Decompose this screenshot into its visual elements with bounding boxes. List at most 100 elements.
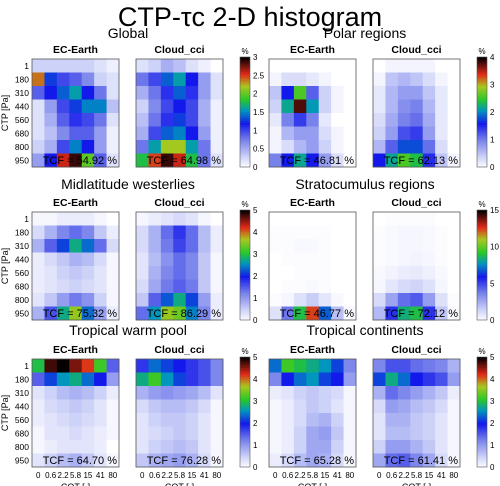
heatmap-cell	[422, 126, 436, 141]
heatmap-cell	[410, 293, 424, 307]
heatmap-cell	[148, 266, 162, 280]
heatmap-cell	[173, 59, 187, 73]
heatmap-cell	[343, 426, 357, 441]
heatmap-cell	[44, 453, 58, 468]
panel-title: EC-Earth	[53, 197, 98, 209]
x-tick-label: 5.8	[307, 471, 319, 480]
heatmap-cell	[106, 113, 120, 127]
heatmap-cell	[94, 413, 107, 427]
heatmap-cell	[343, 413, 357, 427]
colorbar-segment	[240, 250, 250, 253]
colorbar-segment	[477, 364, 487, 367]
heatmap-cell	[69, 293, 83, 307]
heatmap-cell	[269, 72, 282, 87]
heatmap-cell	[293, 372, 307, 387]
colorbar-segment	[240, 413, 250, 417]
heatmap-cell	[198, 386, 211, 400]
heatmap-cell	[422, 153, 436, 168]
heatmap-cell	[148, 306, 162, 321]
heatmap-cell	[185, 293, 199, 307]
heatmap-cell	[44, 359, 58, 373]
heatmap-cell	[343, 225, 357, 240]
colorbar-segment	[240, 318, 250, 321]
heatmap-cell	[148, 99, 162, 114]
colorbar-segment	[477, 448, 487, 451]
heatmap-cell	[410, 59, 424, 73]
colorbar: % 0 1 2 3 4 5	[476, 347, 495, 472]
colorbar-segment	[477, 91, 487, 95]
heatmap-cell	[94, 99, 107, 114]
colorbar-segment	[240, 159, 250, 162]
colorbar-segment	[477, 222, 487, 226]
colorbar-segment	[240, 243, 250, 246]
heatmap-cell	[198, 266, 211, 280]
heatmap-cell	[293, 72, 307, 87]
heatmap-cell	[173, 306, 187, 321]
y-tick-label: 440	[15, 101, 29, 111]
colorbar-segment	[240, 115, 250, 118]
heatmap-cell	[318, 113, 332, 127]
heatmap-cell	[318, 426, 332, 441]
heatmap-cell	[69, 252, 83, 267]
heatmap-cell	[32, 59, 45, 73]
heatmap-cell	[373, 59, 386, 73]
colorbar-segment	[240, 68, 250, 71]
colorbar-segment	[477, 391, 487, 395]
heatmap-cell	[173, 372, 187, 387]
colorbar-segment	[477, 279, 487, 282]
colorbar-segment	[477, 261, 487, 264]
colorbar-segment	[240, 119, 250, 122]
heatmap-cell	[373, 153, 386, 168]
heatmap-cell	[210, 426, 224, 441]
colorbar-segment	[477, 283, 487, 286]
heatmap-cell	[32, 372, 45, 387]
heatmap-cell	[343, 126, 357, 141]
colorbar-segment	[477, 88, 487, 91]
heatmap-cell	[160, 212, 174, 226]
heatmap-cell	[94, 293, 107, 307]
heatmap-cell	[306, 453, 320, 468]
colorbar-segment	[477, 318, 487, 321]
region-group: Tropical warm pool EC-Earth TCF = 64.70 % 1…	[0, 322, 258, 486]
heatmap-cell	[69, 99, 83, 114]
heatmap-cell	[32, 239, 45, 253]
heatmap-cell	[281, 153, 295, 168]
x-tick-label: 0.6	[282, 471, 294, 480]
colorbar-segment	[477, 239, 487, 242]
colorbar-tick-label: 1	[253, 441, 258, 450]
heatmap-cell	[293, 440, 307, 454]
heatmap-cell	[44, 239, 58, 253]
heatmap-cell	[198, 126, 211, 141]
colorbar-segment	[477, 281, 487, 284]
colorbar-segment	[477, 119, 487, 122]
heatmap-cell	[293, 386, 307, 400]
heatmap-cell	[44, 386, 58, 400]
colorbar-segment	[477, 123, 487, 126]
colorbar-segment	[477, 296, 487, 299]
colorbar-segment	[477, 161, 487, 164]
heatmap-cell	[210, 266, 224, 280]
region-title: Global	[108, 25, 148, 41]
panel-title: Cloud_cci	[391, 344, 441, 356]
y-axis-label: CTP [Pa]	[0, 95, 10, 131]
colorbar-segment	[477, 445, 487, 448]
heatmap-cell	[331, 306, 344, 321]
heatmap-cell	[94, 212, 107, 226]
heatmap-cell	[210, 252, 224, 267]
colorbar-segment	[240, 117, 250, 120]
heatmap-cell	[293, 99, 307, 114]
heatmap-cell	[32, 386, 45, 400]
heatmap-cell	[447, 59, 461, 73]
heatmap-cell	[447, 426, 461, 441]
x-tick-label: 0	[377, 471, 382, 480]
heatmap-cell	[136, 426, 149, 441]
colorbar-segment	[477, 310, 487, 314]
colorbar-segment	[477, 132, 487, 135]
x-tick-label: 0	[140, 471, 145, 480]
heatmap-cell	[306, 399, 320, 414]
panel-title: EC-Earth	[290, 44, 335, 56]
colorbar-segment	[240, 263, 250, 266]
figure-title: CTP-τc 2-D histogram	[117, 2, 383, 32]
colorbar-segment	[240, 80, 250, 84]
